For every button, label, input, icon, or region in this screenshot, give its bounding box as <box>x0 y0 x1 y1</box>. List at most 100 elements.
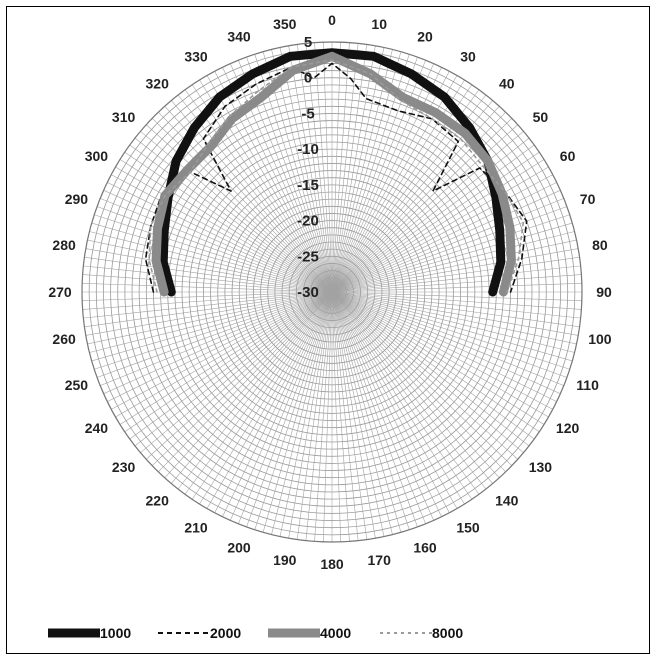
grid-spoke <box>331 291 561 394</box>
angle-tick-label: 50 <box>533 109 549 125</box>
grid-spoke <box>206 291 333 509</box>
grid-spoke <box>171 291 333 484</box>
grid-spoke <box>331 291 480 495</box>
polar-grid <box>81 41 583 543</box>
grid-spoke <box>119 291 333 425</box>
grid-spoke <box>296 44 333 293</box>
grid-spoke <box>331 291 524 453</box>
grid-spoke <box>331 239 577 293</box>
grid-spoke <box>331 291 368 540</box>
grid-spoke <box>230 291 333 521</box>
grid-spoke <box>111 291 333 410</box>
grid-spoke <box>129 144 333 293</box>
grid-spoke <box>305 43 333 293</box>
grid-spoke <box>82 282 333 293</box>
grid-spoke <box>331 265 581 293</box>
grid-spoke <box>254 291 333 530</box>
angle-tick-label: 170 <box>368 552 392 568</box>
grid-spoke <box>288 45 333 293</box>
angle-tick-label: 230 <box>112 459 136 475</box>
radial-tick-label: -25 <box>297 248 319 265</box>
grid-spoke <box>296 291 333 540</box>
grid-spoke <box>158 291 333 473</box>
angle-tick-label: 10 <box>371 16 387 32</box>
grid-spoke <box>331 291 350 542</box>
grid-spoke <box>331 291 577 345</box>
grid-spoke <box>124 291 333 433</box>
grid-spoke <box>331 291 426 524</box>
angle-tick-label: 210 <box>184 520 208 536</box>
grid-spoke <box>103 190 333 293</box>
angle-tick-label: 220 <box>146 492 170 508</box>
grid-spoke <box>82 291 333 310</box>
angle-tick-label: 160 <box>413 540 437 556</box>
grid-spoke <box>331 291 518 460</box>
grid-spoke <box>87 239 333 293</box>
grid-spoke <box>191 291 333 500</box>
grid-spoke <box>214 291 333 513</box>
grid-spoke <box>314 291 333 542</box>
angle-tick-label: 350 <box>273 16 297 32</box>
angle-tick-label: 200 <box>227 540 251 556</box>
angle-tick-label: 300 <box>85 148 109 164</box>
grid-spoke <box>331 190 561 293</box>
angle-tick-label: 290 <box>65 191 89 207</box>
grid-spoke <box>331 44 368 293</box>
grid-spoke <box>322 42 333 293</box>
grid-spoke <box>331 291 506 473</box>
grid-spoke <box>331 42 350 293</box>
grid-spoke <box>331 222 573 293</box>
grid-spoke <box>331 248 579 293</box>
grid-spoke <box>331 291 402 533</box>
radial-tick-label: -30 <box>297 284 319 301</box>
grid-spoke <box>83 265 333 293</box>
grid-spoke <box>331 291 557 402</box>
grid-spoke <box>184 291 333 495</box>
grid-spoke <box>91 222 333 293</box>
grid-spoke <box>177 94 333 293</box>
legend-label-1000: 1000 <box>100 625 131 641</box>
grid-spoke <box>331 274 582 293</box>
angle-tick-label: 30 <box>460 48 476 64</box>
grid-spoke <box>199 79 333 293</box>
grid-spoke <box>331 137 530 293</box>
grid-spoke <box>199 291 333 505</box>
grid-spoke <box>129 291 333 440</box>
grid-spoke <box>331 291 393 535</box>
angle-tick-label: 80 <box>592 237 608 253</box>
angle-tick-label: 320 <box>146 76 170 92</box>
grid-spoke <box>331 291 458 509</box>
grid-spoke <box>331 291 579 336</box>
angle-tick-label: 270 <box>48 284 72 300</box>
angle-tick-label: 90 <box>596 284 612 300</box>
grid-spoke <box>184 89 333 293</box>
radial-tick-label: -5 <box>301 105 314 122</box>
grid-spoke <box>82 274 333 293</box>
grid-spoke <box>84 291 333 328</box>
grid-spoke <box>331 291 545 425</box>
angle-tick-label: 310 <box>112 109 136 125</box>
grid-spoke <box>331 291 493 484</box>
grid-spoke <box>246 291 333 528</box>
grid-spoke <box>279 291 333 537</box>
grid-spoke <box>164 291 333 478</box>
grid-spoke <box>288 291 333 539</box>
grid-spoke <box>262 291 333 533</box>
angle-tick-label: 190 <box>273 552 297 568</box>
grid-spoke <box>331 291 359 541</box>
angle-tick-label: 0 <box>328 12 336 28</box>
grid-spoke <box>85 291 333 336</box>
grid-spoke <box>222 67 333 293</box>
grid-spoke <box>331 291 549 418</box>
grid-spoke <box>96 291 333 378</box>
angle-tick-label: 280 <box>52 237 76 253</box>
grid-spoke <box>279 47 333 293</box>
grid-spoke <box>331 182 557 293</box>
grid-spoke <box>331 291 568 378</box>
grid-spoke <box>85 248 333 293</box>
grid-spoke <box>331 291 530 447</box>
grid-spoke <box>331 174 553 293</box>
grid-outer-ring <box>81 41 583 543</box>
grid-spoke <box>151 291 333 466</box>
